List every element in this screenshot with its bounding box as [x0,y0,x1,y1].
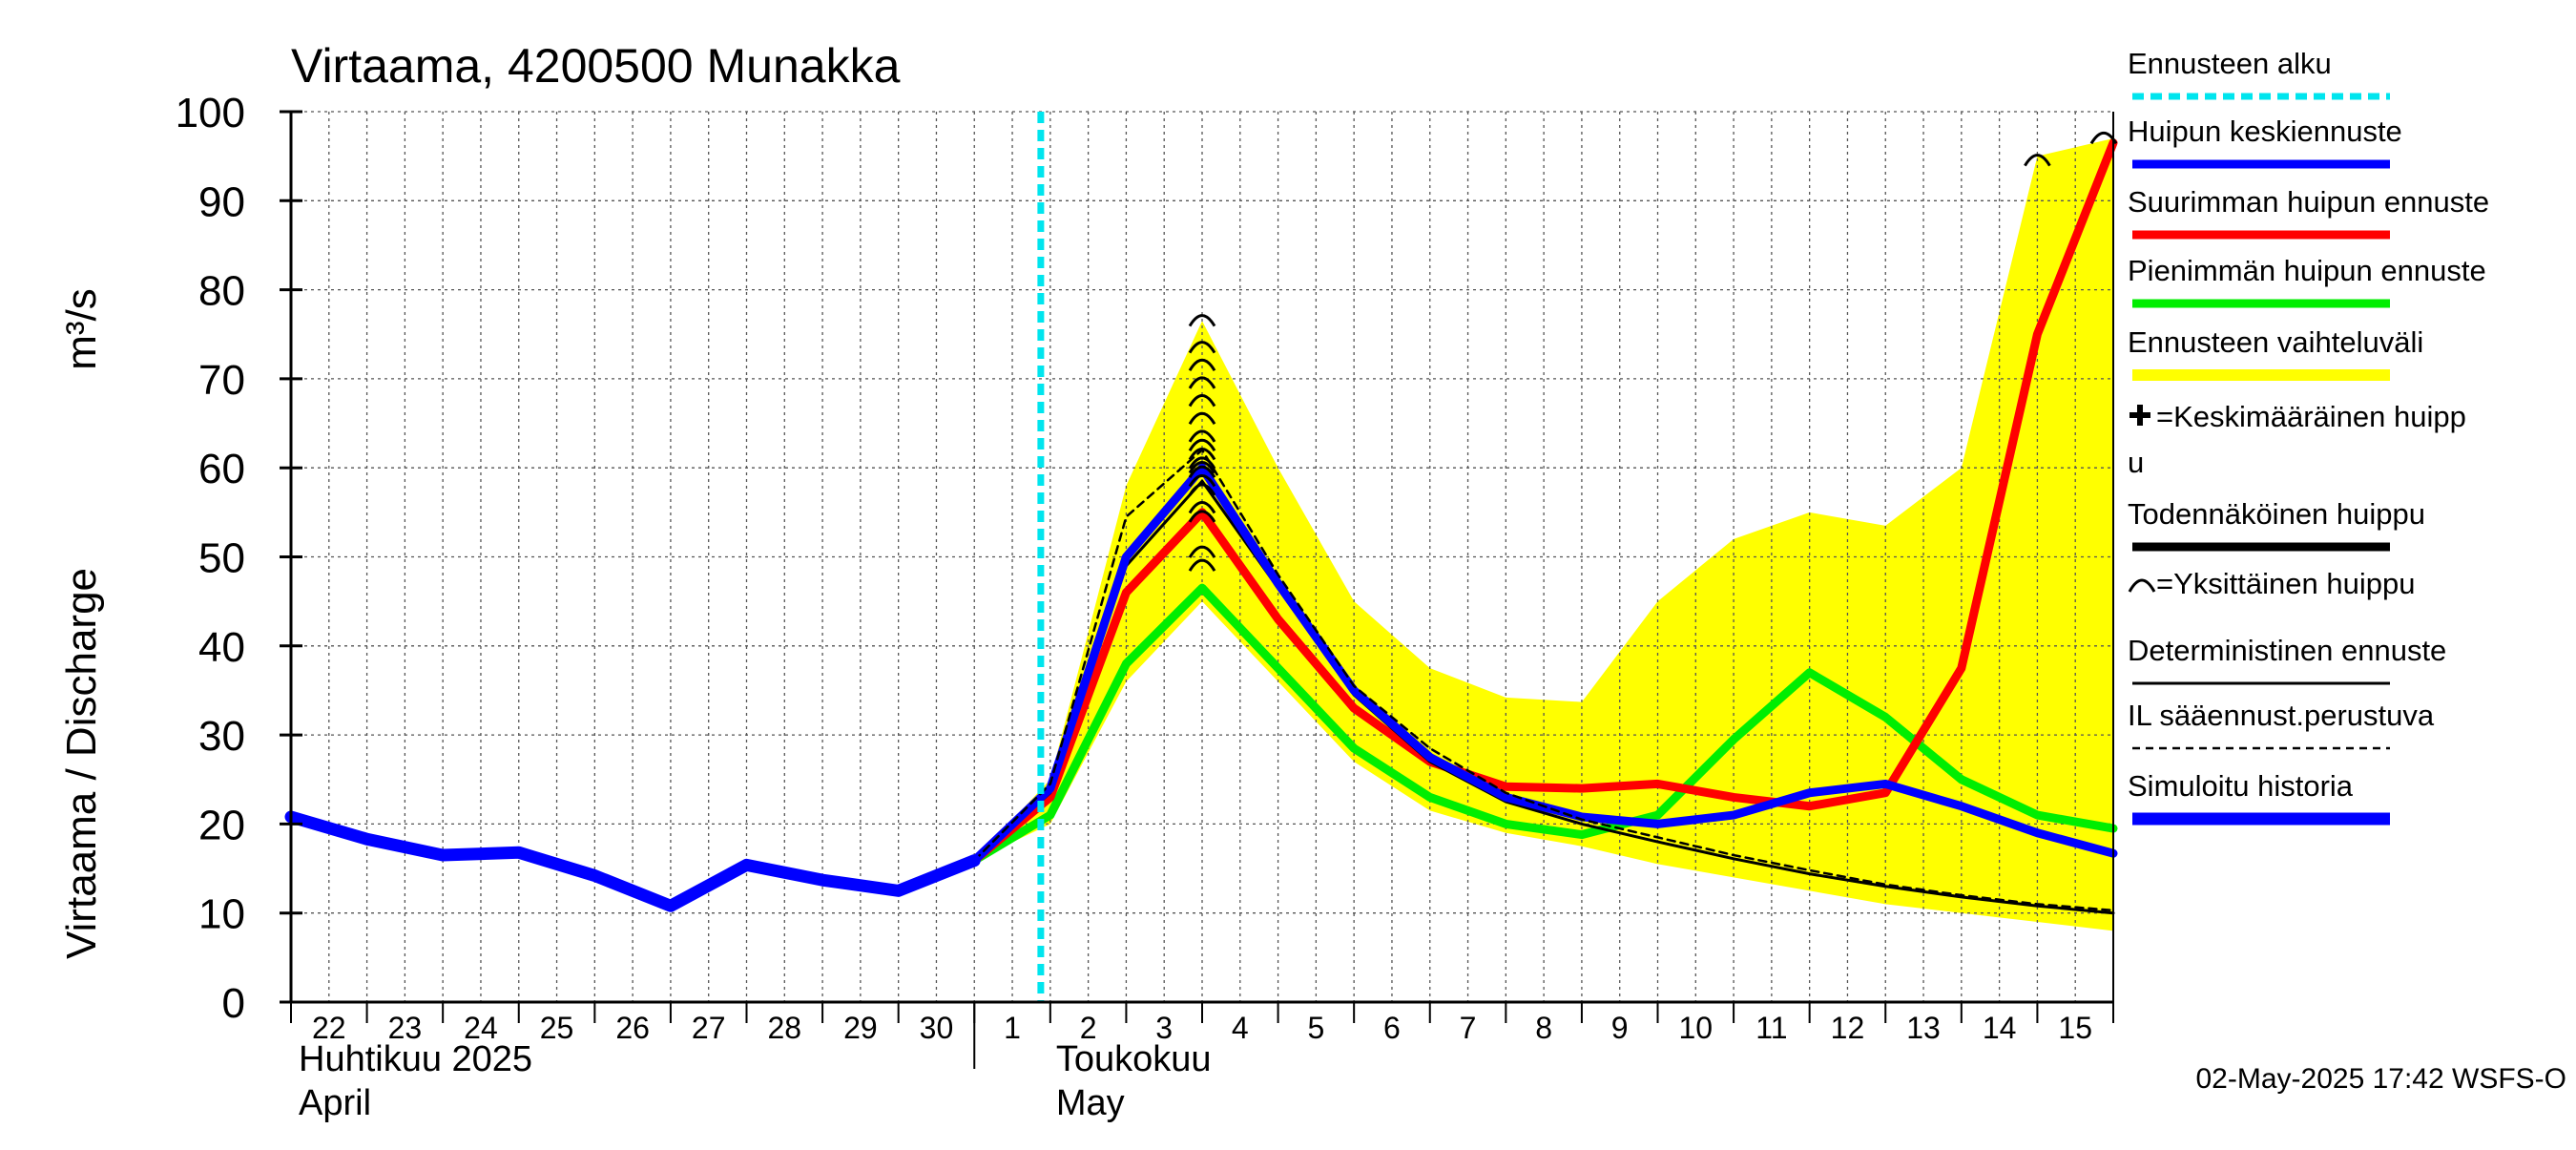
y-tick-label: 50 [198,535,245,582]
y-tick-label: 0 [222,980,245,1027]
x-tick-label: 9 [1611,1011,1629,1045]
legend-label: =Keskimääräinen huipp [2156,400,2466,433]
peak-marker [1188,456,1216,470]
individual-peaks-group [1188,131,2118,572]
y-tick-label: 40 [198,624,245,671]
x-tick-label: 24 [464,1011,498,1045]
peak-marker [1188,448,1216,461]
legend-label: Huipun keskiennuste [2128,115,2402,148]
legend-label-continued: u [2128,446,2144,479]
series-line [969,138,2118,866]
month-label: Huhtikuu 2025 [299,1039,532,1079]
series-line [284,810,981,912]
x-tick-label: 15 [2058,1011,2092,1045]
y-tick-label: 30 [198,713,245,760]
y-tick-label: 90 [198,178,245,225]
x-tick-label: 28 [767,1011,801,1045]
peak-marker [1188,411,1216,426]
month-label-english: May [1056,1083,1125,1123]
peak-marker [1188,501,1216,514]
peak-marker [1188,558,1216,572]
peak-marker [1188,394,1216,408]
peak-marker [1188,461,1216,474]
x-tick-label: 14 [1983,1011,2017,1045]
peak-marker [1188,510,1216,523]
y-tick-label: 20 [198,802,245,848]
x-tick-label: 1 [1004,1011,1021,1045]
forecast-range-band [974,137,2113,931]
y-tick-label: 60 [198,446,245,492]
y-axis-label: Virtaama / Discharge [58,568,105,959]
legend-label: Ennusteen alku [2128,47,2332,80]
series-line [969,583,2118,866]
x-tick-label: 10 [1678,1011,1713,1045]
legend-label: Suurimman huipun ennuste [2128,185,2489,219]
month-label-english: April [299,1083,371,1123]
series-group [284,112,2118,1002]
legend-label: Ennusteen vaihteluväli [2128,325,2423,359]
peak-marker [1188,341,1216,354]
peak-marker [1188,358,1216,372]
x-tick-label: 26 [615,1011,650,1045]
legend-plus-marker [2129,405,2150,426]
x-tick-label: 11 [1755,1011,1787,1045]
legend-label: Todennäköinen huippu [2128,497,2425,531]
peak-marker [1188,465,1216,478]
chart-title: Virtaama, 4200500 Munakka [291,39,901,93]
peak-marker [1188,429,1216,443]
timestamp-label: 02-May-2025 17:42 WSFS-O [2196,1063,2567,1095]
month-label: Toukokuu [1056,1039,1212,1079]
legend: Ennusteen alku Huipun keskiennuste Suurimm… [2128,47,2489,826]
peak-marker [1188,474,1216,488]
x-tick-label: 23 [388,1011,423,1045]
peak-marker [1188,438,1216,452]
legend-label: Deterministinen ennuste [2128,634,2446,667]
peak-marker [1188,376,1216,389]
peak-marker [2024,154,2051,167]
x-tick-label: 2 [1080,1011,1097,1045]
peak-marker [1188,545,1216,558]
x-tick-label: 25 [540,1011,574,1045]
x-tick-label: 27 [692,1011,726,1045]
legend-label: Pienimmän huipun ennuste [2128,254,2486,287]
x-tick-label: 3 [1155,1011,1173,1045]
x-tick-label: 7 [1460,1011,1477,1045]
x-tick-label: 5 [1307,1011,1324,1045]
peak-marker [1188,314,1216,327]
x-tick-label: 4 [1232,1011,1249,1045]
x-tick-label: 8 [1535,1011,1552,1045]
x-tick-label: 29 [843,1011,878,1045]
peak-marker [1188,483,1216,496]
y-axis-unit: m³/s [58,288,105,370]
legend-label: =Yksittäinen huippu [2156,567,2415,600]
x-tick-label: 22 [312,1011,346,1045]
series-line [972,479,2115,915]
y-tick-label: 100 [176,90,245,136]
y-tick-label: 80 [198,268,245,315]
legend-arc-marker [2128,578,2156,593]
y-tick-label: 10 [198,891,245,938]
y-tick-label: 70 [198,357,245,404]
range-band-area [974,137,2113,931]
x-tick-label: 6 [1383,1011,1401,1045]
legend-label: IL sääennust.perustuva [2128,699,2435,732]
x-tick-label: 30 [920,1011,954,1045]
series-line [973,449,2115,912]
x-tick-label: 13 [1906,1011,1941,1045]
legend-label: Simuloitu historia [2128,769,2354,803]
x-tick-label: 12 [1831,1011,1865,1045]
